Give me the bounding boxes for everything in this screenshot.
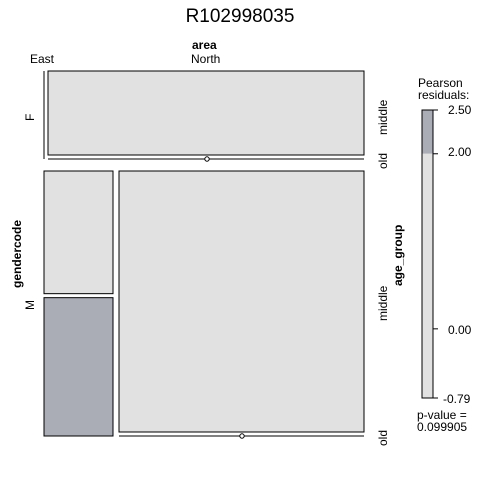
legend-band-shaded xyxy=(422,110,433,154)
legend-tick-0-00: 0.00 xyxy=(448,323,472,337)
legend-tick-2-50: 2.50 xyxy=(448,103,472,117)
tile-f-north-middle xyxy=(47,70,365,156)
tile-m-east-middle xyxy=(43,170,114,295)
area-level-north: North xyxy=(191,52,221,66)
chart-title: R102998035 xyxy=(185,6,295,27)
p-value-label: p-value = xyxy=(417,408,467,422)
legend-tick-2-00: 2.00 xyxy=(448,145,472,159)
zero-cell-marker-m-north-old xyxy=(239,433,245,439)
p-value: 0.099905 xyxy=(417,420,468,434)
legend-title-line1: Pearson xyxy=(418,76,463,90)
legend-bar-outline xyxy=(421,109,434,399)
zero-cell-marker-f-north-old xyxy=(204,156,210,162)
legend-tick-minus-0-79: -0.79 xyxy=(443,392,471,406)
area-level-east: East xyxy=(30,52,55,66)
tile-m-north-middle xyxy=(118,170,365,433)
top-variable-label: area xyxy=(192,38,217,52)
legend-title-line2: residuals: xyxy=(418,88,470,102)
legend-band-neutral xyxy=(422,153,433,398)
tile-m-east-old xyxy=(43,297,114,437)
